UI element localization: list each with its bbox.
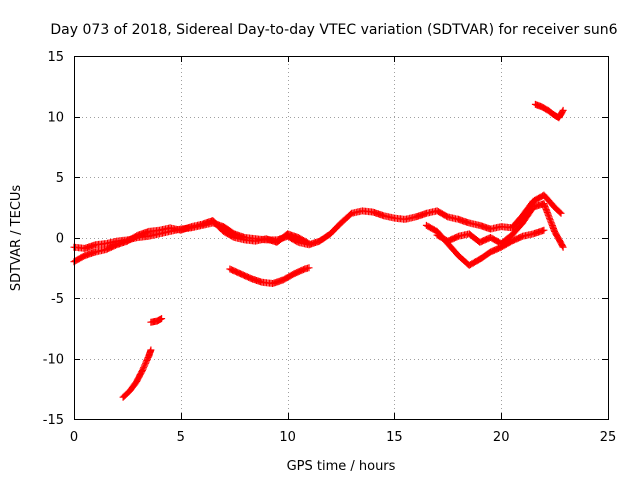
series-main-trace-a (70, 191, 565, 252)
y-tick-label: 15 (47, 50, 64, 65)
series-markers (433, 200, 567, 251)
series-steep-segment (119, 346, 155, 401)
y-tick-label: 5 (56, 171, 64, 186)
series-markers (226, 264, 313, 287)
series-main-trace-b (70, 217, 313, 266)
y-tick-label: 10 (47, 111, 64, 126)
x-tick-label: 5 (177, 430, 185, 445)
y-tick-label: -5 (51, 292, 64, 307)
axis-ticks: 0 5 10 15 20 25 -15 -10 -5 0 5 10 15 (43, 50, 617, 445)
y-axis-label: SDTVAR / TECUs (9, 185, 24, 292)
series-markers (531, 100, 567, 122)
series-short-segment (147, 315, 166, 326)
y-tick-label: -15 (43, 413, 64, 428)
series-loop-trace (433, 200, 567, 251)
y-tick-label: 0 (56, 232, 64, 247)
series-depressed-segment (226, 264, 313, 287)
series-markers (70, 191, 565, 252)
y-tick-label: -10 (43, 353, 64, 368)
x-tick-label: 20 (493, 430, 510, 445)
x-tick-label: 0 (70, 430, 78, 445)
x-tick-label: 10 (279, 430, 296, 445)
x-tick-label: 25 (600, 430, 617, 445)
chart-title: Day 073 of 2018, Sidereal Day-to-day VTE… (50, 22, 617, 38)
series-markers (119, 346, 155, 401)
x-tick-label: 15 (386, 430, 403, 445)
x-axis-label: GPS time / hours (287, 459, 396, 474)
data-series (70, 100, 567, 401)
series-markers (147, 315, 166, 326)
series-upper-segment (531, 100, 567, 122)
gridlines (74, 56, 608, 419)
series-markers (70, 217, 313, 266)
